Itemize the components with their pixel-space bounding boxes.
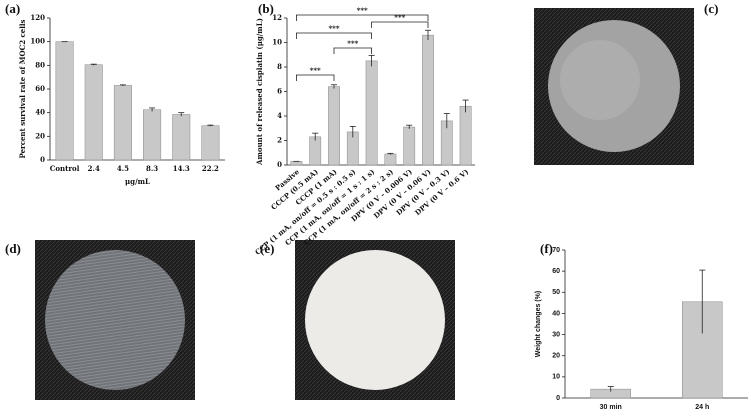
y-tick-label: 30 [552, 331, 560, 338]
significance-bracket [296, 32, 372, 39]
bar [422, 34, 434, 166]
x-tick-label: 2.4 [88, 164, 100, 173]
y-tick-label: 100 [30, 37, 45, 46]
bar [143, 109, 162, 161]
significance-bracket [371, 21, 429, 28]
y-tick-label: 0 [40, 155, 45, 164]
significance-bracket [296, 74, 335, 81]
bar [55, 41, 74, 161]
y-axis-title: Weight changes (%) [535, 291, 542, 357]
panel-label: (c) [704, 1, 718, 16]
y-tick-label: 60 [35, 84, 45, 93]
y-tick-label: 40 [552, 310, 560, 317]
y-tick-label: 10 [272, 38, 282, 47]
photo-d [35, 240, 195, 400]
bar [113, 85, 132, 161]
y-tick-label: 10 [552, 374, 560, 381]
y-tick-label: 80 [35, 60, 45, 69]
significance-label: *** [347, 39, 358, 48]
y-tick-label: 0 [277, 160, 282, 169]
x-tick-label: 8.3 [146, 164, 158, 173]
y-tick-label: 6 [277, 87, 282, 96]
x-tick-label: 14.3 [173, 164, 190, 173]
bar [328, 86, 340, 166]
y-tick-label: 2 [277, 136, 282, 145]
y-tick-label: 60 [552, 268, 560, 275]
panel-label: (d) [5, 241, 21, 256]
photo-e [295, 240, 455, 400]
significance-label: *** [310, 66, 321, 75]
y-tick-label: 0 [556, 395, 560, 402]
y-tick-label: 40 [35, 108, 45, 117]
x-tick-label: 4.5 [117, 164, 129, 173]
y-axis-title: Percent survival rate of MOC2 cells [18, 19, 27, 158]
significance-bracket [296, 14, 429, 21]
significance-label: *** [394, 13, 405, 22]
y-axis-title: Amount of released cisplatin (μg/mL) [255, 18, 264, 166]
panel-label: (e) [260, 241, 274, 256]
x-tick-label: 22.2 [202, 164, 219, 173]
significance-bracket [333, 47, 372, 54]
photo-c [534, 8, 694, 165]
y-tick-label: 70 [552, 247, 560, 254]
bar [309, 136, 322, 166]
panel-label: (f) [540, 241, 553, 256]
y-tick-label: 12 [272, 13, 282, 22]
bar [384, 153, 397, 166]
panel-label: (b) [258, 1, 274, 16]
x-axis-title: μg/mL [125, 177, 150, 186]
y-tick-label: 20 [552, 353, 560, 360]
y-tick-label: 8 [277, 62, 282, 71]
bar [201, 125, 220, 161]
x-tick-label: 30 min [600, 404, 622, 411]
y-tick-label: 4 [277, 111, 282, 120]
significance-label: *** [357, 6, 368, 15]
x-tick-label: 24 h [695, 404, 709, 411]
bar [459, 105, 472, 166]
bar [365, 60, 378, 166]
y-tick-label: 50 [552, 289, 560, 296]
bar [172, 114, 191, 161]
bar [84, 64, 103, 161]
y-tick-label: 120 [30, 13, 45, 22]
bar [403, 126, 416, 166]
panel-label: (a) [5, 1, 20, 16]
y-tick-label: 20 [35, 131, 45, 140]
significance-label: *** [329, 24, 340, 33]
bar [290, 161, 303, 166]
x-tick-label: Control [50, 164, 80, 173]
